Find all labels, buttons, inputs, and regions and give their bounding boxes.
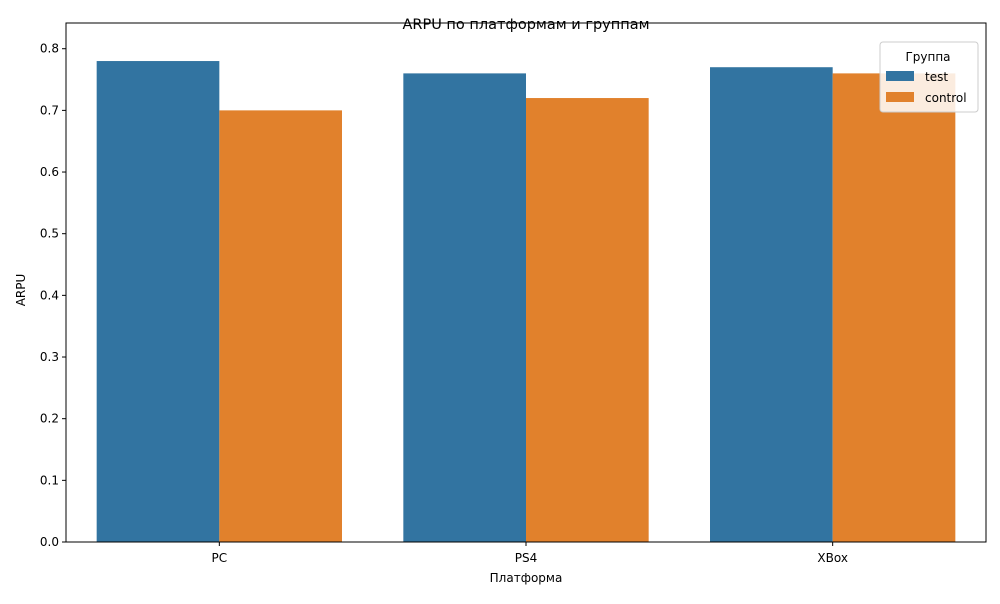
legend: Группа test control xyxy=(879,41,979,113)
plot-frame xyxy=(65,22,987,543)
y-tick-label: 0.5 xyxy=(40,227,59,241)
bars-layer xyxy=(96,61,956,543)
y-tick-label: 0.2 xyxy=(40,412,59,426)
y-tick-label: 0.1 xyxy=(40,473,59,487)
legend-label-control: control xyxy=(925,91,967,105)
bar-control-pc xyxy=(219,110,342,543)
bar-test-ps4 xyxy=(403,73,526,542)
bar-test-pc xyxy=(96,61,220,542)
bar-control-xbox xyxy=(832,73,956,542)
y-axis-label: ARPU xyxy=(14,274,28,307)
legend-title: Группа xyxy=(905,50,950,64)
y-tick-label: 0.7 xyxy=(40,103,59,117)
y-tick-label: 0.0 xyxy=(40,535,59,549)
legend-items: test control xyxy=(886,70,967,105)
x-tick-label: PC xyxy=(212,551,228,565)
legend-swatch-test xyxy=(886,71,914,81)
x-axis-ticks: PC PS4 XBox xyxy=(212,542,848,565)
y-tick-label: 0.8 xyxy=(40,42,59,56)
x-axis-label: Платформа xyxy=(490,571,563,585)
y-tick-label: 0.3 xyxy=(40,350,59,364)
y-axis-ticks: 0.0 0.1 0.2 0.3 0.4 0.5 0.6 0.7 0.8 xyxy=(40,42,66,549)
y-tick-label: 0.4 xyxy=(40,288,59,302)
y-tick-label: 0.6 xyxy=(40,165,59,179)
bar-test-xbox xyxy=(710,67,833,543)
bar-control-ps4 xyxy=(526,98,649,542)
legend-swatch-control xyxy=(886,92,914,102)
legend-label-test: test xyxy=(925,70,948,84)
chart-title: ARPU по платформам и группам xyxy=(402,17,649,33)
x-tick-label: PS4 xyxy=(515,551,538,565)
x-tick-label: XBox xyxy=(817,551,848,565)
